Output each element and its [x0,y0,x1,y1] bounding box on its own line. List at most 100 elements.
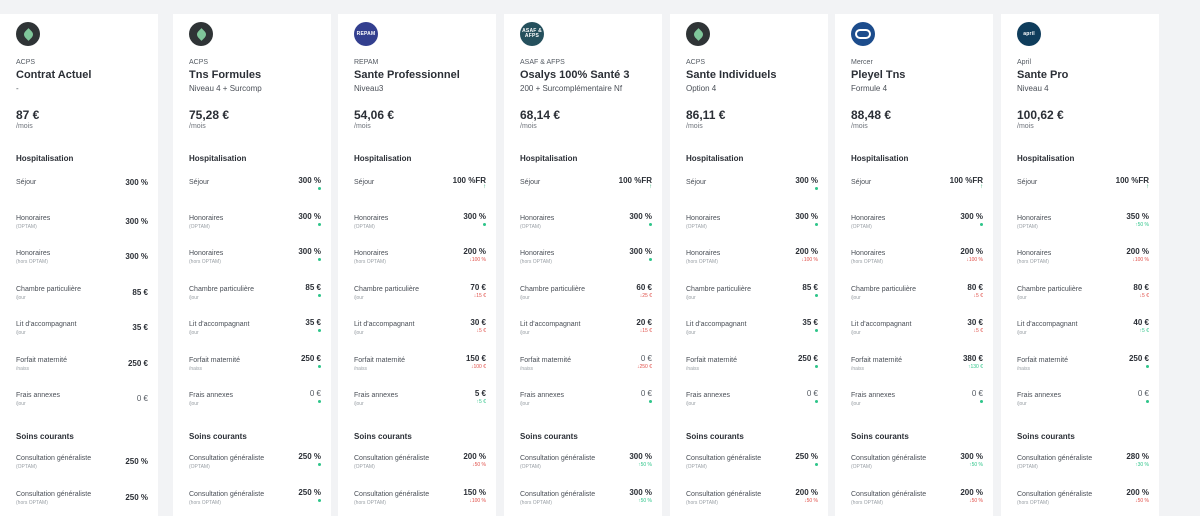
plan-variant: Option 4 [686,84,717,93]
guarantee-label: Honoraires (OPTAM) [851,214,951,232]
section-hospitalisation: Hospitalisation [686,154,744,163]
section-hospitalisation: Hospitalisation [851,154,909,163]
guarantee-label-sub: (hors OPTAM) [16,259,48,265]
match-indicator [318,329,321,332]
guarantee-label-text: Honoraires [189,215,224,222]
guarantee-label: Forfait maternité/naiss [851,356,951,374]
guarantee-label-text: Séjour [520,179,541,186]
guarantee-label-sub: (hors OPTAM) [354,259,386,265]
guarantee-label-text: Frais annexes [520,392,564,399]
guarantee-label-sub: (OPTAM) [851,224,872,230]
guarantee-value: 150 € [465,354,486,363]
guarantee-label-text: Consultation généraliste [851,491,927,498]
guarantee-label-sub: /jour [354,330,364,336]
guarantee-label-sub: (hors OPTAM) [189,259,221,265]
value-difference: ↓100 € [470,364,486,370]
guarantee-label: Honoraires (OPTAM) [520,214,620,232]
guarantee-label: Honoraires (OPTAM) [686,214,786,232]
guarantee-label-text: Forfait maternité [16,357,67,364]
guarantee-label-text: Consultation généraliste [686,491,762,498]
guarantee-label-sub: (hors OPTAM) [686,259,718,265]
price-period: /mois [1017,123,1034,130]
guarantee-value: 85 € [305,283,321,292]
plan-card[interactable]: REPAM REPAM Sante Professionnel Niveau3 54,0… [338,14,496,516]
guarantee-label: Chambre particulière/jour [16,285,116,303]
price-period: /mois [189,123,206,130]
guarantee-value: 300 % [125,252,148,261]
match-indicator [318,258,321,261]
guarantee-value: 150 % [463,488,486,497]
guarantee-value: 200 % [463,247,486,256]
guarantee-label: Frais annexes/jour [189,391,289,409]
guarantee-label-text: Frais annexes [16,392,60,399]
guarantee-label-sub: /jour [686,295,696,301]
guarantee-label-sub: (OPTAM) [686,224,707,230]
guarantee-value: 300 % [629,488,652,497]
guarantee-value: 30 € [470,318,486,327]
guarantee-label: Frais annexes/jour [354,391,454,409]
value-difference: ↓100 % [801,257,818,263]
guarantee-label-text: Frais annexes [851,392,895,399]
guarantee-label-text: Forfait maternité [851,357,902,364]
insurer-name: ACPS [686,59,706,66]
guarantee-label: Forfait maternité/naiss [1017,356,1117,374]
guarantee-value: 70 € [470,283,486,292]
guarantee-value: 35 € [305,318,321,327]
guarantee-label-text: Séjour [851,179,872,186]
guarantee-label-text: Consultation généraliste [520,491,596,498]
insurer-name: REPAM [354,59,379,66]
plan-variant: - [16,84,19,93]
match-indicator [980,223,983,226]
guarantee-label: Lit d'accompagnant/jour [354,320,454,338]
section-soins-courants: Soins courants [189,432,247,441]
guarantee-label-sub: (OPTAM) [354,224,375,230]
guarantee-label-text: Honoraires [851,250,886,257]
guarantee-label: Honoraires (hors OPTAM) [354,249,454,267]
section-soins-courants: Soins courants [354,432,412,441]
guarantee-label: Forfait maternité/naiss [189,356,289,374]
guarantee-value: 100 %FR [452,176,486,185]
match-indicator [649,223,652,226]
guarantee-label: Honoraires (OPTAM) [16,214,116,232]
plan-name: Sante Individuels [686,69,777,81]
value-difference: ↓50 % [804,498,818,504]
guarantee-label-sub: (OPTAM) [189,464,210,470]
value-difference: ↓15 € [639,328,652,334]
plan-variant: 200 + Surcomplémentaire Nf [520,84,623,93]
guarantee-label-sub: /jour [851,330,861,336]
guarantee-label-sub: /jour [520,295,530,301]
guarantee-label-sub: (OPTAM) [1017,464,1038,470]
guarantee-label-sub: /jour [189,295,199,301]
match-indicator [318,187,321,190]
match-indicator [318,223,321,226]
guarantee-value: 200 % [1126,247,1149,256]
plan-card[interactable]: april April Sante Pro Niveau 4 100,62 €/mois… [1001,14,1159,516]
guarantee-label: Consultation généraliste (hors OPTAM) [354,490,454,508]
asaf-logo: ASAF & AFPS [520,22,544,46]
guarantee-label-text: Lit d'accompagnant [1017,321,1078,328]
guarantee-label: Lit d'accompagnant/jour [189,320,289,338]
guarantee-value: 300 % [795,212,818,221]
plan-card[interactable]: ASAF & AFPS ASAF & AFPS Osalys 100% Santé … [504,14,662,516]
plan-card[interactable]: Mercer Pleyel Tns Formule 4 88,48 €/mois Hos… [835,14,993,516]
guarantee-value: 0 € [806,389,818,398]
guarantee-label: Chambre particulière/jour [354,285,454,303]
plan-card[interactable]: ACPS Tns Formules Niveau 4 + Surcomp 75,28 … [173,14,331,516]
guarantee-label: Séjour [16,178,116,187]
value-difference: ↑30 % [1135,462,1149,468]
guarantee-value: 300 % [298,247,321,256]
price-period: /mois [520,123,537,130]
plan-card[interactable]: ACPS Sante Individuels Option 4 86,11 €/moi… [670,14,828,516]
plan-name: Tns Formules [189,69,262,81]
guarantee-value: 20 € [636,318,652,327]
guarantee-label-sub: (OPTAM) [686,464,707,470]
guarantee-label: Lit d'accompagnant/jour [1017,320,1117,338]
match-indicator [1146,400,1149,403]
guarantee-label-sub: /jour [354,295,364,301]
value-difference: ↓25 € [639,293,652,299]
guarantee-label-text: Consultation généraliste [354,455,430,462]
guarantee-label: Frais annexes/jour [16,391,116,409]
guarantee-value: 0 € [1137,389,1149,398]
plan-card[interactable]: ACPS Contrat Actuel - 87 €/mois Hospitalisat… [0,14,158,516]
guarantee-label-sub: /naiss [1017,366,1031,372]
